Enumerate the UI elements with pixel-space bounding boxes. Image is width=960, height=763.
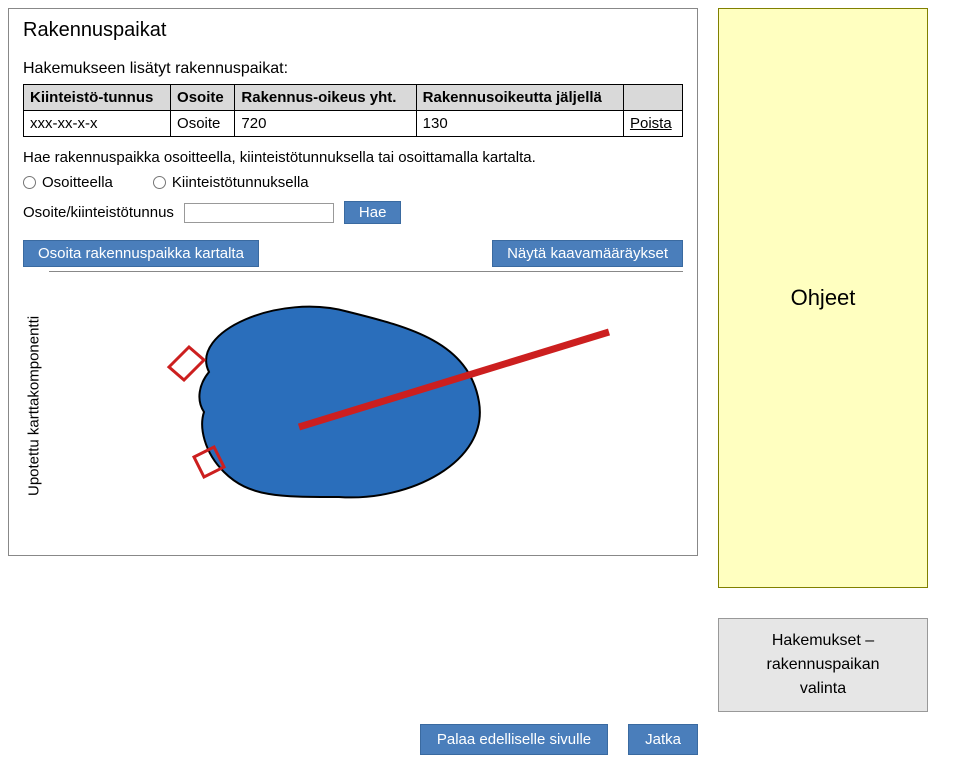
search-input[interactable]	[184, 203, 334, 223]
caption-line2: rakennuspaikan	[725, 653, 921, 677]
map-svg	[49, 272, 683, 541]
search-input-label: Osoite/kiinteistötunnus	[23, 204, 174, 221]
right-column: Ohjeet Hakemukset – rakennuspaikan valin…	[718, 8, 928, 712]
page-title: Rakennuspaikat	[23, 19, 683, 42]
ohjeet-label: Ohjeet	[791, 285, 856, 311]
map-button-row: Osoita rakennuspaikka kartalta Näytä kaa…	[23, 240, 683, 267]
radio-kiinteisto[interactable]	[153, 176, 166, 189]
radio-osoitteella-text: Osoitteella	[42, 174, 113, 191]
cell-jaljella: 130	[416, 111, 623, 137]
cell-kiinteisto: xxx-xx-x-x	[24, 111, 171, 137]
col-action	[623, 85, 682, 111]
caption-line3: valinta	[725, 677, 921, 701]
hae-button[interactable]: Hae	[344, 201, 402, 224]
col-kiinteisto: Kiinteistö-tunnus	[24, 85, 171, 111]
map-section: Upotettu karttakomponentti	[23, 271, 683, 541]
next-button[interactable]: Jatka	[628, 724, 698, 755]
table-row: xxx-xx-x-x Osoite 720 130 Poista	[24, 111, 683, 137]
main-panel: Rakennuspaikat Hakemukseen lisätyt raken…	[8, 8, 698, 556]
caption-box: Hakemukset – rakennuspaikan valinta	[718, 618, 928, 712]
radio-kiinteisto-label[interactable]: Kiinteistötunnuksella	[153, 174, 309, 191]
radio-kiinteisto-text: Kiinteistötunnuksella	[172, 174, 309, 191]
rakennuspaikat-table: Kiinteistö-tunnus Osoite Rakennus-oikeus…	[23, 84, 683, 137]
col-jaljella: Rakennusoikeutta jäljellä	[416, 85, 623, 111]
caption-line1: Hakemukset –	[725, 629, 921, 653]
footer-row: Palaa edelliselle sivulle Jatka	[8, 724, 698, 755]
radio-osoitteella-label[interactable]: Osoitteella	[23, 174, 113, 191]
point-on-map-button[interactable]: Osoita rakennuspaikka kartalta	[23, 240, 259, 267]
cell-rakennusoikeus: 720	[235, 111, 416, 137]
radio-osoitteella[interactable]	[23, 176, 36, 189]
col-rakennusoikeus: Rakennus-oikeus yht.	[235, 85, 416, 111]
cell-osoite: Osoite	[171, 111, 235, 137]
search-input-row: Osoite/kiinteistötunnus Hae	[23, 201, 683, 224]
lake-icon	[199, 307, 479, 498]
layout: Rakennuspaikat Hakemukseen lisätyt raken…	[8, 8, 952, 712]
building-outline-icon	[169, 347, 204, 380]
back-button[interactable]: Palaa edelliselle sivulle	[420, 724, 608, 755]
show-rules-button[interactable]: Näytä kaavamääräykset	[492, 240, 683, 267]
remove-link[interactable]: Poista	[623, 111, 682, 137]
map-component[interactable]	[49, 271, 683, 541]
col-osoite: Osoite	[171, 85, 235, 111]
ohjeet-panel: Ohjeet	[718, 8, 928, 588]
radio-row: Osoitteella Kiinteistötunnuksella	[23, 174, 683, 191]
table-subhead: Hakemukseen lisätyt rakennuspaikat:	[23, 60, 683, 78]
search-prompt: Hae rakennuspaikka osoitteella, kiinteis…	[23, 149, 683, 166]
map-vertical-label: Upotettu karttakomponentti	[23, 271, 45, 541]
